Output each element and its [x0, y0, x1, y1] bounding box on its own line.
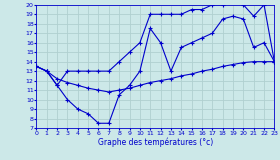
X-axis label: Graphe des températures (°c): Graphe des températures (°c): [98, 137, 213, 147]
